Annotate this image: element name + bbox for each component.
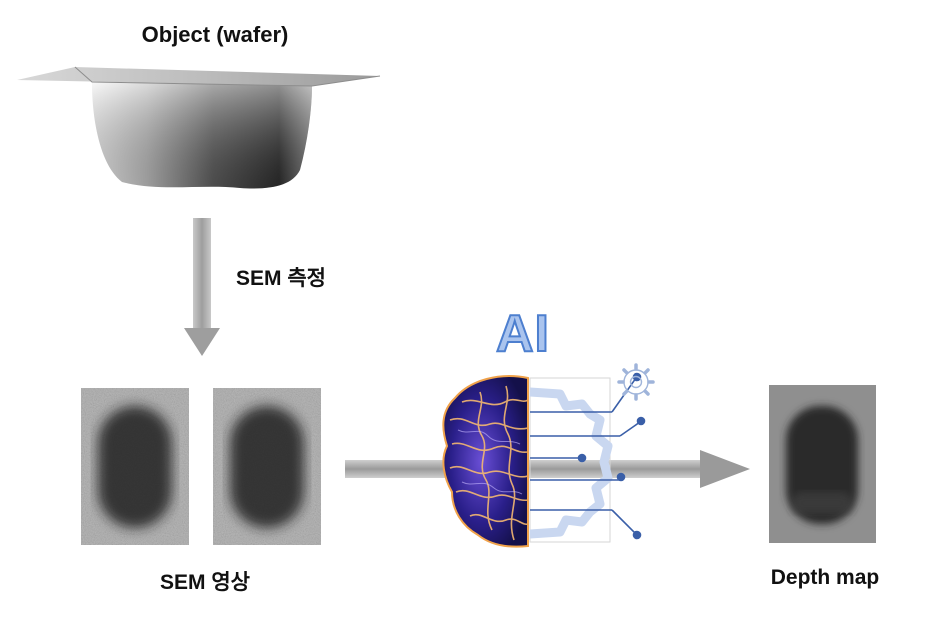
sem-measure-arrow xyxy=(184,218,220,356)
circuit-icon xyxy=(529,372,646,543)
sem-measurement-label: SEM 측정 xyxy=(236,267,326,290)
ai-label: AI xyxy=(495,305,550,363)
process-arrow xyxy=(345,450,750,488)
sem-image-2 xyxy=(213,388,321,545)
sem-image-label: SEM 영상 xyxy=(160,571,250,594)
sem-image-1 xyxy=(81,388,189,545)
depth-map-image xyxy=(769,385,876,543)
object-wafer-label: Object (wafer) xyxy=(141,22,289,47)
wafer-object xyxy=(17,66,381,189)
depth-map-label: Depth map xyxy=(770,566,880,589)
brain-icon xyxy=(442,375,529,548)
gear-icon xyxy=(617,363,655,401)
wafer-plane xyxy=(17,67,380,86)
